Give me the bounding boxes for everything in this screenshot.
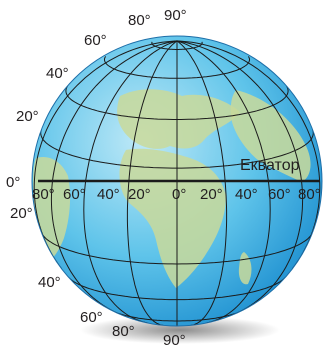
latitude-label-s40: 40° (38, 274, 61, 291)
meridian-line (176, 40, 321, 269)
longitude-label-w60: 60° (63, 186, 86, 203)
meridian-line (176, 40, 304, 316)
longitude-label-w20: 20° (128, 186, 151, 203)
parallel-line (111, 310, 243, 322)
meridian-line (83, 40, 178, 324)
latitude-label-n40: 40° (46, 65, 69, 82)
latitude-label-s20: 20° (10, 205, 33, 222)
meridian-line (33, 40, 178, 269)
coordinate-grid (33, 40, 321, 326)
parallel-line (68, 276, 286, 301)
latitude-label-s90: 90° (163, 332, 186, 349)
parallel-line (65, 85, 289, 120)
longitude-label-e40: 40° (235, 186, 258, 203)
longitude-label-w80: 80° (32, 186, 55, 203)
parallel-line (41, 232, 313, 265)
longitude-label-0: 0° (172, 186, 186, 203)
meridian-line (126, 40, 178, 326)
parallel-line (40, 129, 314, 169)
meridian-line (176, 40, 271, 324)
latitude-label-zero: 0° (6, 174, 20, 191)
parallel-line (151, 41, 203, 50)
meridian-line (176, 40, 228, 326)
latitude-label-s60: 60° (80, 309, 103, 326)
latitude-label-n20: 20° (16, 108, 39, 125)
longitude-label-w40: 40° (97, 186, 120, 203)
continent-asia (230, 90, 311, 182)
latitude-label-n90: 90° (164, 7, 187, 24)
continent-africa (119, 148, 226, 288)
latitude-label-n80: 80° (128, 12, 151, 29)
longitude-label-e20: 20° (200, 186, 223, 203)
latitude-label-n60: 60° (84, 32, 107, 49)
parallel-line (104, 56, 250, 79)
meridian-line (50, 40, 178, 316)
globe-outline (31, 35, 323, 327)
latitude-label-s80: 80° (112, 323, 135, 340)
longitude-label-e80: 80° (298, 186, 321, 203)
longitude-label-e60: 60° (268, 186, 291, 203)
equator-label: Екватор (240, 157, 300, 174)
globe-shadow (80, 316, 280, 344)
